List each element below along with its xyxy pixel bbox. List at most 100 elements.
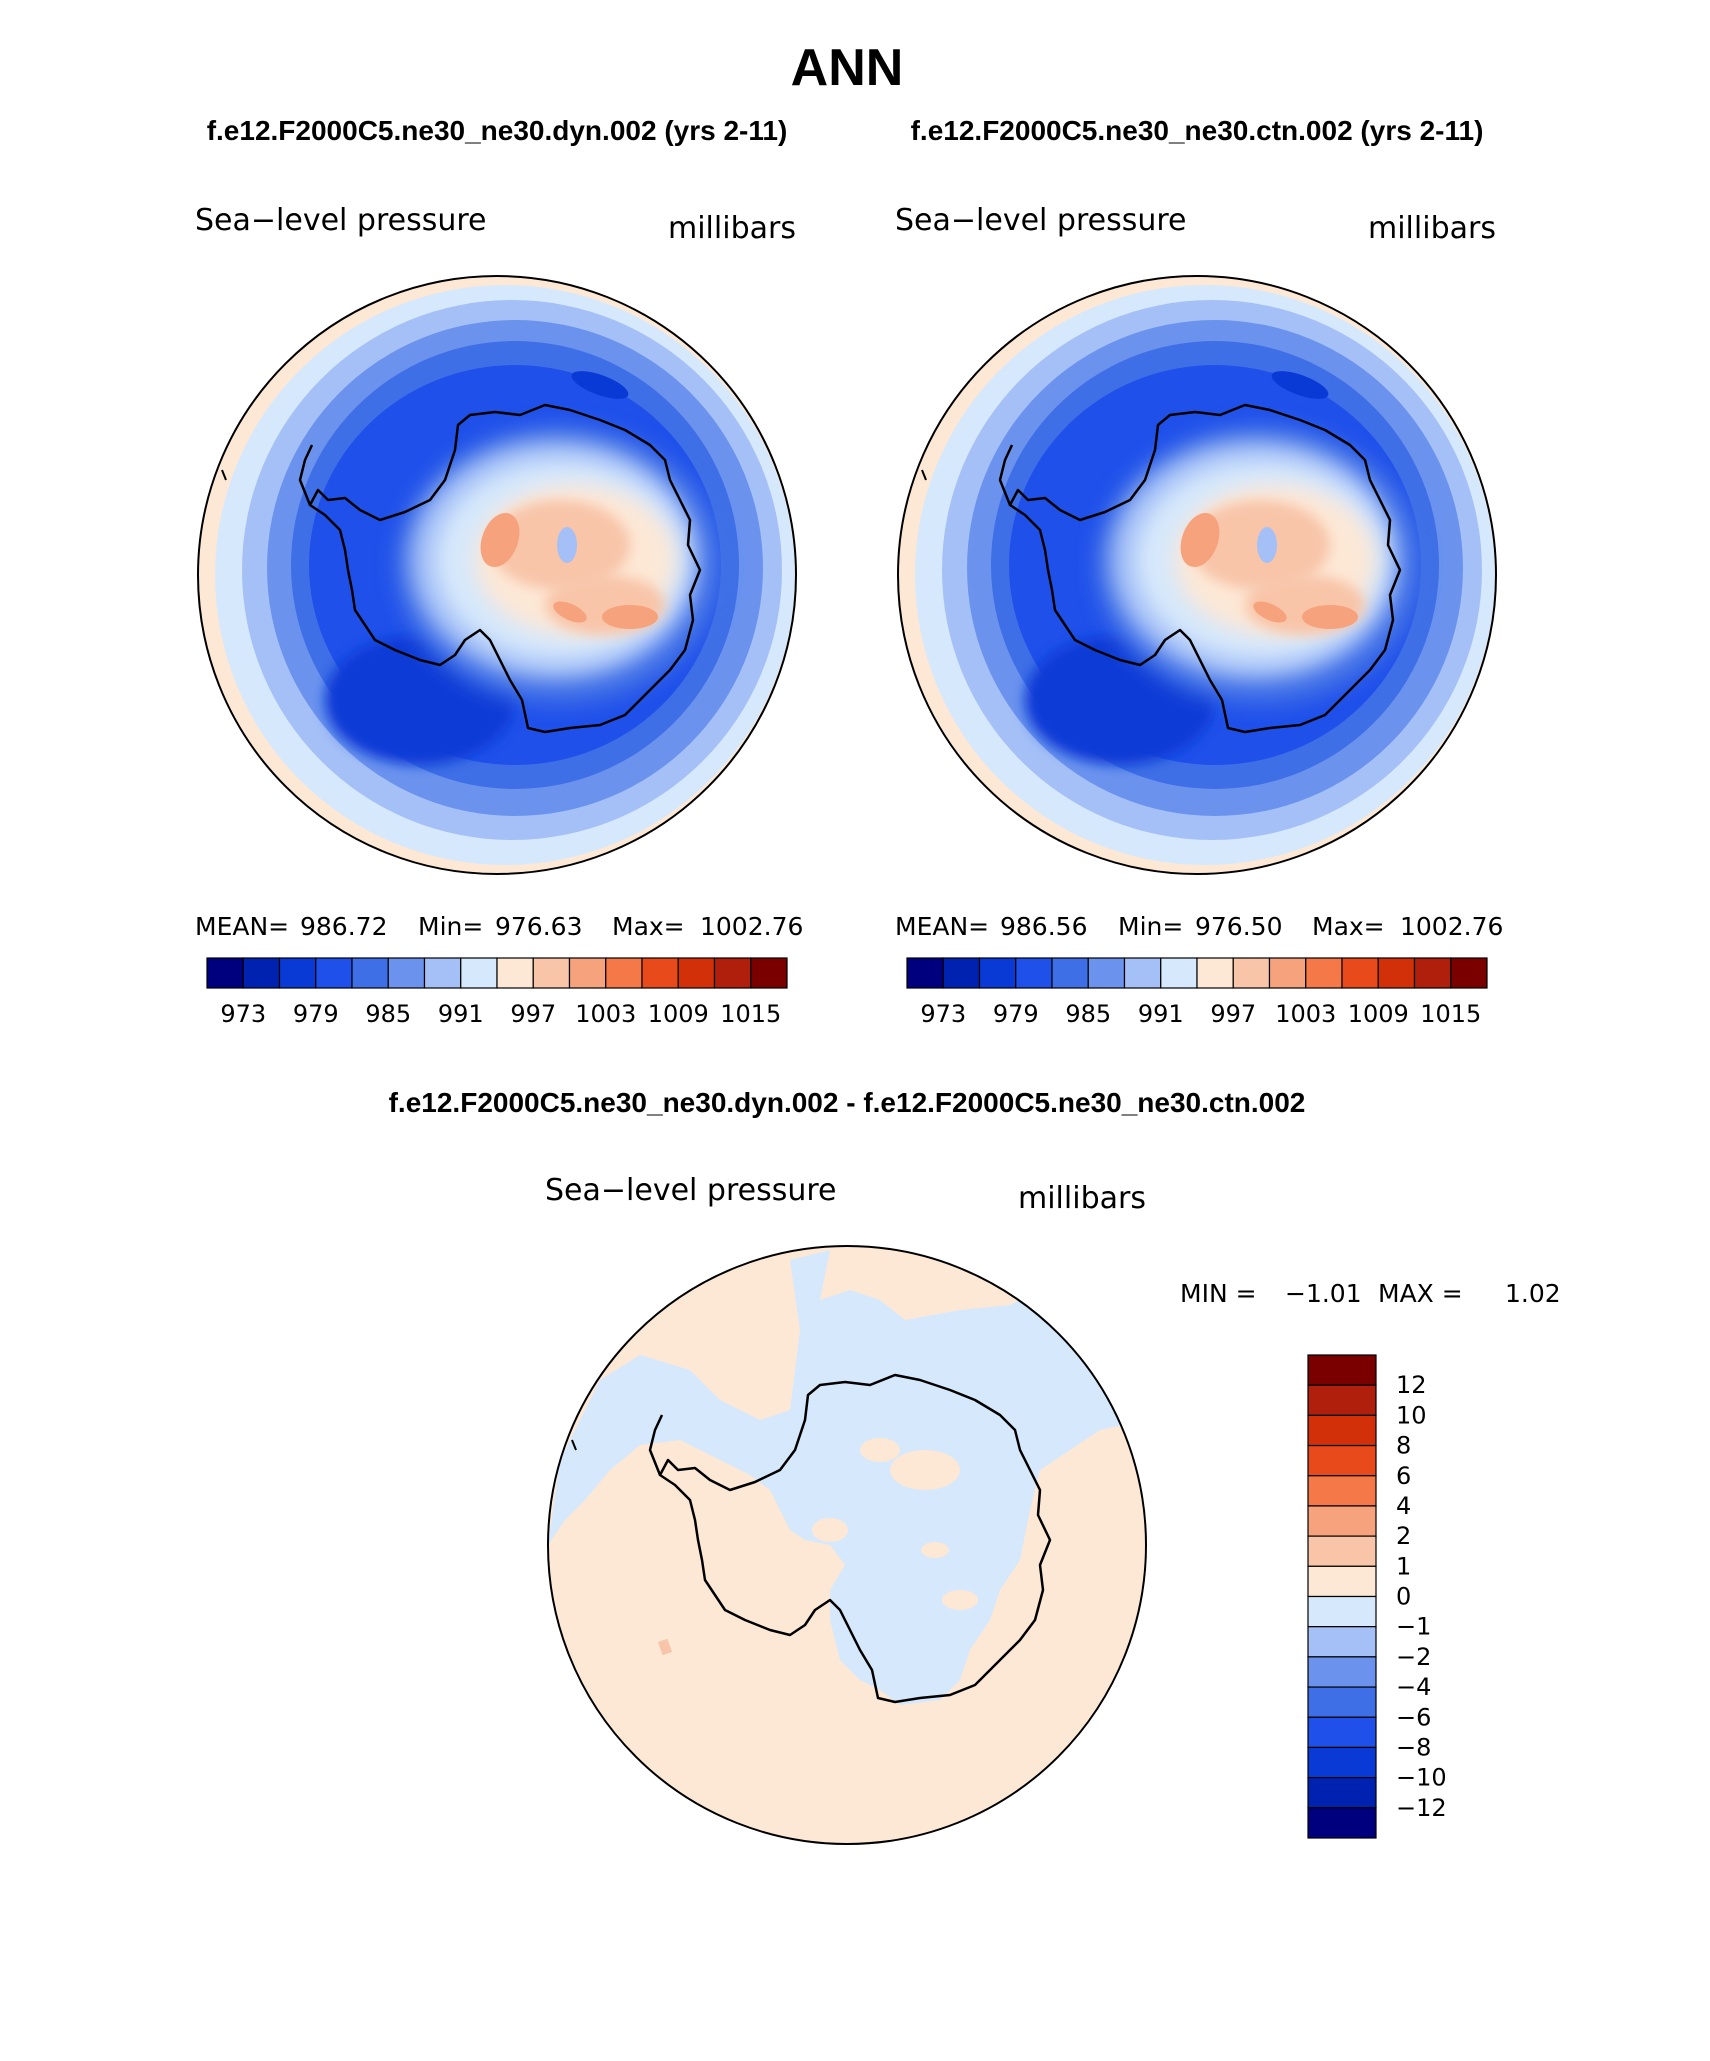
panel3-colorbar-swatch [1307,1777,1377,1809]
panel1-colorbar-swatch [206,957,244,989]
panel2-mean-label: MEAN= [895,912,989,941]
panel3-colorbar-swatch [1307,1354,1377,1386]
panel2-colorbar-tick-label: 991 [1138,1000,1184,1028]
panel1-colorbar-tick-label: 1003 [575,1000,636,1028]
panel1-map-border [197,275,797,875]
panel3-colorbar-tick-label: 1 [1396,1552,1411,1580]
panel1-variable-label: Sea−level pressure [195,203,486,238]
panel2-colorbar-tick-label: 1003 [1275,1000,1336,1028]
panel3-variable-label: Sea−level pressure [545,1173,836,1208]
panel1-mean-label: MEAN= [195,912,289,941]
panel2-colorbar-tick-label: 973 [920,1000,966,1028]
panel2-colorbar-swatch [1341,957,1379,989]
panel3-map [548,1246,1146,1844]
panel3-units-label: millibars [1018,1181,1146,1216]
panel3-min-label: MIN = [1180,1279,1257,1308]
panel3-colorbar-swatch [1307,1716,1377,1749]
panel1-case-title: f.e12.F2000C5.ne30_ne30.dyn.002 (yrs 2-1… [207,115,788,146]
panel1-colorbar-swatch [532,957,571,989]
panel2-case-title: f.e12.F2000C5.ne30_ne30.ctn.002 (yrs 2-1… [911,115,1484,146]
panel3-colorbar-swatch [1307,1475,1377,1507]
panel3-colorbar-swatch [1307,1384,1377,1416]
panel2-max-value: 1002.76 [1400,912,1503,941]
panel3-max-value: 1.02 [1505,1279,1561,1308]
panel2-colorbar-swatch [1160,957,1198,989]
panel3-colorbar-tick-label: 4 [1396,1492,1411,1520]
panel3-colorbar-swatch [1307,1505,1377,1537]
panel3-colorbar-tick-label: −4 [1396,1673,1431,1701]
panel3-colorbar-swatch [1307,1535,1377,1567]
panel3-colorbar-tick-label: 2 [1396,1522,1411,1550]
panel3-colorbar-tick-label: 6 [1396,1462,1411,1490]
panel1-colorbar-swatch [750,957,788,989]
panel3-colorbar-swatch [1307,1444,1377,1477]
panel2-colorbar-swatch [1015,957,1053,989]
panel2-colorbar-swatch [1268,957,1307,989]
panel2-colorbar-swatch [1305,957,1343,989]
panel3-min-value: −1.01 [1285,1279,1362,1308]
panel2-variable-label: Sea−level pressure [895,203,1186,238]
panel1-colorbar-swatch [242,957,281,989]
panel3-colorbar-tick-label: −6 [1396,1703,1431,1731]
panel3-colorbar-tick-label: −10 [1396,1764,1447,1792]
panel1-units-label: millibars [668,211,796,246]
panel3-colorbar-tick-label: 8 [1396,1432,1411,1460]
panel3-map-border [547,1245,1147,1845]
panel1-colorbar-swatch [278,957,317,989]
panel3-colorbar-swatch [1307,1595,1377,1628]
panel1-colorbar-tick-label: 991 [438,1000,484,1028]
panel2-colorbar-tick-label: 985 [1065,1000,1111,1028]
panel2-mean-value: 986.56 [1000,912,1087,941]
panel1-mean-value: 986.72 [300,912,387,941]
panel3-colorbar-swatch [1307,1626,1377,1658]
panel3-colorbar-tick-label: −1 [1396,1613,1431,1641]
panel1-colorbar-swatch [387,957,426,989]
panel1-colorbar-tick-label: 1009 [648,1000,709,1028]
panel2-min-label: Min= [1118,912,1183,941]
panel2-colorbar-swatch [1377,957,1416,989]
panel-top-right: f.e12.F2000C5.ne30_ne30.ctn.002 (yrs 2-1… [895,115,1503,1028]
panel2-colorbar-swatch [1450,957,1488,989]
panel3-colorbar-tick-label: −2 [1396,1643,1431,1671]
panel1-colorbar-tick-label: 985 [365,1000,411,1028]
panel2-min-value: 976.50 [1195,912,1282,941]
panel1-colorbar: 973 979 985 991 997 1003 1009 1015 [206,957,788,1028]
panel3-colorbar-tick-label: 12 [1396,1371,1427,1399]
panel2-colorbar-swatch [1123,957,1162,989]
panel1-max-value: 1002.76 [700,912,803,941]
panel2-colorbar-swatch [1196,957,1234,989]
figure-title: ANN [791,39,904,97]
panel1-colorbar-swatch [351,957,389,989]
panel1-colorbar-swatch [496,957,534,989]
panel3-colorbar-swatch [1307,1656,1377,1688]
panel3-colorbar-swatch [1307,1746,1377,1779]
panel2-colorbar-swatch [1413,957,1452,989]
panel3-colorbar-swatch [1307,1686,1377,1718]
panel3-colorbar-tick-label: −8 [1396,1733,1431,1761]
panel2-max-label: Max= [1312,912,1385,941]
panel1-colorbar-tick-label: 997 [510,1000,556,1028]
panel2-colorbar-swatch [1232,957,1271,989]
panel3-max-label: MAX = [1378,1279,1463,1308]
panel2-colorbar: 973 979 985 991 997 1003 1009 1015 [906,957,1488,1028]
panel1-colorbar-swatch [641,957,679,989]
panel2-map [898,276,1496,874]
panel1-colorbar-swatch [568,957,607,989]
panel1-map [198,276,796,874]
panel2-map-border [897,275,1497,875]
panel3-colorbar-tick-label: 0 [1396,1583,1411,1611]
panel1-colorbar-swatch [713,957,752,989]
panel1-colorbar-swatch [605,957,643,989]
panel3-colorbar-swatch [1307,1807,1377,1839]
panel3-colorbar-swatch [1307,1414,1377,1447]
panel1-colorbar-swatch [677,957,716,989]
panel1-min-label: Min= [418,912,483,941]
panel3-colorbar-tick-label: −12 [1396,1794,1447,1822]
panel2-colorbar-swatch [942,957,981,989]
panel3-colorbar-swatch [1307,1565,1377,1598]
panel1-colorbar-tick-label: 979 [293,1000,339,1028]
panel1-colorbar-tick-label: 1015 [720,1000,781,1028]
panel2-colorbar-swatch [978,957,1017,989]
